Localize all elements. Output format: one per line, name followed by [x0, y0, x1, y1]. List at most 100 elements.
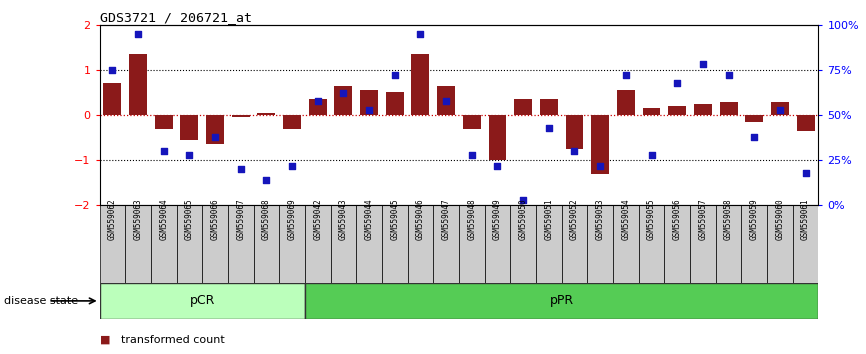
Text: GSM559066: GSM559066 — [210, 199, 220, 240]
Point — [747, 134, 761, 139]
Point — [285, 163, 299, 169]
Bar — [536, 205, 562, 283]
Point — [414, 31, 428, 37]
Bar — [694, 104, 712, 115]
Point — [465, 152, 479, 158]
Bar — [715, 205, 741, 283]
Bar — [638, 205, 664, 283]
Point — [439, 98, 453, 103]
Point — [542, 125, 556, 131]
Text: GSM559050: GSM559050 — [519, 199, 527, 240]
Point — [619, 73, 633, 78]
Text: GSM559048: GSM559048 — [468, 199, 476, 240]
Text: GSM559055: GSM559055 — [647, 199, 656, 240]
Text: GSM559060: GSM559060 — [775, 199, 785, 240]
Bar — [617, 90, 635, 115]
Point — [567, 148, 581, 154]
Point — [234, 166, 248, 172]
Bar — [587, 205, 613, 283]
Bar — [331, 205, 356, 283]
Bar — [382, 205, 408, 283]
Text: GSM559045: GSM559045 — [391, 199, 399, 240]
Bar — [356, 205, 382, 283]
Text: GSM559051: GSM559051 — [545, 199, 553, 240]
Bar — [613, 205, 638, 283]
Text: GSM559052: GSM559052 — [570, 199, 579, 240]
Text: GSM559044: GSM559044 — [365, 199, 373, 240]
Text: GSM559043: GSM559043 — [339, 199, 348, 240]
Bar — [720, 102, 738, 115]
Text: GSM559057: GSM559057 — [698, 199, 708, 240]
Bar — [664, 205, 690, 283]
Point — [362, 107, 376, 113]
Bar — [669, 106, 686, 115]
Bar — [741, 205, 767, 283]
Bar — [232, 115, 249, 117]
Point — [516, 197, 530, 203]
Bar — [459, 205, 485, 283]
Bar — [565, 115, 584, 149]
Bar — [485, 205, 510, 283]
Bar — [408, 205, 433, 283]
Bar — [180, 115, 198, 140]
Bar — [591, 115, 609, 174]
Bar — [129, 54, 147, 115]
Point — [696, 62, 710, 67]
Point — [106, 67, 120, 73]
Bar — [643, 108, 661, 115]
Text: GSM559049: GSM559049 — [493, 199, 502, 240]
Point — [260, 177, 274, 183]
Bar — [283, 115, 301, 129]
Point — [157, 148, 171, 154]
Point — [131, 31, 145, 37]
Text: GSM559068: GSM559068 — [262, 199, 271, 240]
Bar — [100, 205, 126, 283]
Bar — [746, 115, 763, 122]
Bar — [690, 205, 715, 283]
Bar — [305, 283, 818, 319]
Text: GSM559062: GSM559062 — [108, 199, 117, 240]
Text: GSM559067: GSM559067 — [236, 199, 245, 240]
Text: pPR: pPR — [550, 295, 574, 307]
Text: disease state: disease state — [4, 296, 79, 306]
Bar — [767, 205, 792, 283]
Text: GSM559061: GSM559061 — [801, 199, 810, 240]
Bar — [305, 205, 331, 283]
Bar — [203, 205, 228, 283]
Text: GSM559065: GSM559065 — [185, 199, 194, 240]
Bar — [360, 90, 378, 115]
Text: GSM559058: GSM559058 — [724, 199, 733, 240]
Bar — [488, 115, 507, 160]
Text: GSM559069: GSM559069 — [288, 199, 297, 240]
Bar — [206, 115, 224, 144]
Point — [388, 73, 402, 78]
Text: GSM559056: GSM559056 — [673, 199, 682, 240]
Text: GSM559063: GSM559063 — [133, 199, 143, 240]
Bar — [462, 115, 481, 129]
Point — [721, 73, 735, 78]
Point — [644, 152, 658, 158]
Text: GSM559059: GSM559059 — [750, 199, 759, 240]
Bar — [411, 54, 430, 115]
Bar — [514, 99, 532, 115]
Bar — [155, 115, 172, 129]
Bar — [797, 115, 815, 131]
Text: GDS3721 / 206721_at: GDS3721 / 206721_at — [100, 11, 252, 24]
Bar — [177, 205, 203, 283]
Point — [311, 98, 325, 103]
Point — [208, 134, 222, 139]
Bar — [334, 86, 352, 115]
Bar — [279, 205, 305, 283]
Text: ■: ■ — [100, 335, 110, 345]
Point — [337, 91, 351, 96]
Text: GSM559053: GSM559053 — [596, 199, 604, 240]
Point — [670, 80, 684, 85]
Bar — [562, 205, 587, 283]
Bar — [126, 205, 151, 283]
Text: GSM559054: GSM559054 — [621, 199, 630, 240]
Bar — [771, 102, 789, 115]
Bar — [540, 99, 558, 115]
Bar — [437, 86, 456, 115]
Bar — [309, 99, 326, 115]
Point — [593, 163, 607, 169]
